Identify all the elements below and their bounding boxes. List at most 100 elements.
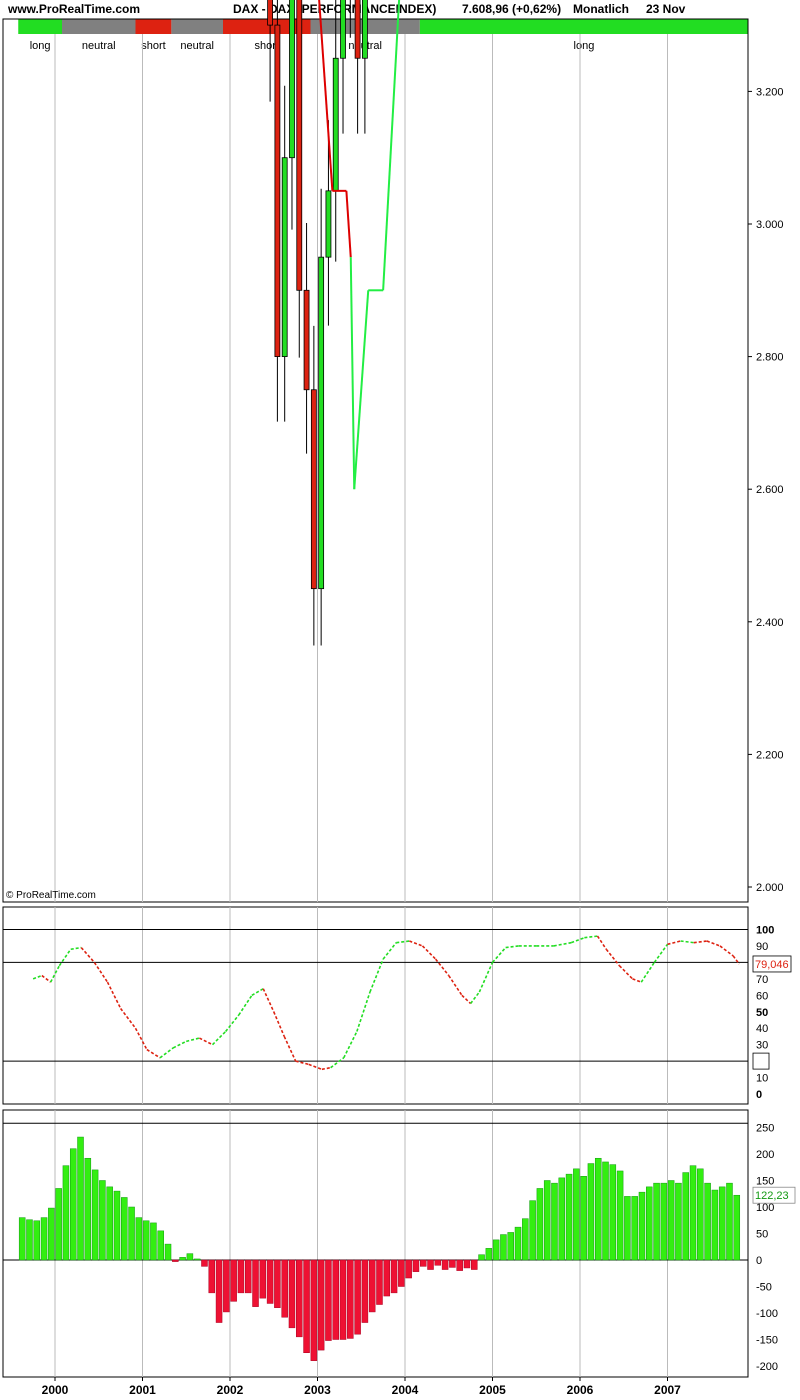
oscillator-line-segment [295,1060,309,1066]
histogram-bar-positive [565,1173,573,1261]
histogram-panel: 250 200 150 100 50 0 -50 -100 -150 -200 122,23 [2,1109,796,1378]
histogram-bar-positive [529,1200,536,1261]
histogram-bar-positive [536,1188,544,1261]
oscillator-line-segment [382,942,397,960]
time-axis: 2000 2001 2002 2003 2004 2005 2006 2007 [42,1377,681,1397]
histogram-bar-negative [215,1259,223,1323]
histogram-tick-label: -200 [756,1361,778,1373]
histogram-bar-positive [711,1189,719,1261]
oscillator-line-segment [732,955,740,965]
histogram-bar-positive [733,1194,741,1261]
histogram-bar-positive [69,1148,77,1261]
histogram-bar-positive [18,1217,26,1261]
histogram-bar-positive [514,1226,522,1261]
year-tick-label: 2002 [217,1383,244,1397]
histogram-frame [2,1109,749,1378]
histogram-bar-positive [580,1176,587,1261]
histogram-bar-negative [441,1259,449,1270]
histogram-bar-positive [573,1168,580,1261]
oscillator-line-segment [553,941,572,947]
candle-up [289,0,295,159]
histogram-bar-negative [427,1259,434,1270]
quote-value: 7.608,96 (+0,62%) [462,2,562,16]
candle-up [281,157,288,357]
copyright-label: © ProRealTime.com [6,890,96,901]
oscillator-tick-label: 0 [756,1089,762,1101]
oscillator-value-badge [752,955,792,973]
histogram-tick-label: 0 [756,1255,762,1267]
oscillator-line-segment [106,981,122,1009]
regime-label-short: short [141,40,165,52]
regime-segment-long [419,19,748,34]
histogram-bar-negative [332,1259,339,1340]
histogram-bar-negative [354,1259,361,1335]
histogram-bar-positive [587,1163,595,1261]
candle-up [325,190,332,258]
stop-line-short-segment [345,190,352,258]
histogram-tick-label: -50 [756,1282,772,1294]
oscillator-line-segment [478,962,494,993]
oscillator-tick-label: 10 [756,1073,768,1085]
oscillator-line-segment [356,991,371,1032]
year-tick-label: 2000 [42,1383,69,1397]
oscillator-line-segment [570,936,585,944]
oscillator-line-segment [409,940,423,947]
oscillator-line-segment [584,935,598,939]
histogram-bar-negative [456,1259,463,1271]
oscillator-line-segment [238,994,253,1016]
histogram-bar-negative [274,1259,281,1308]
histogram-bar-negative [412,1259,420,1272]
oscillator-panel: 100908070605040302010079,046 [2,906,792,1105]
oscillator-tick-label: 60 [756,990,768,1002]
candle-down [267,0,274,26]
histogram-bar-negative [223,1259,230,1313]
regime-label-long: long [574,40,595,52]
histogram-bar-positive [128,1206,135,1261]
price-panel: 8.4008.2008.0007.8007.6007.4007.2007.000… [2,0,784,903]
oscillator-line-segment [680,940,694,944]
oscillator-line-segment [159,1047,174,1059]
oscillator-line-segment [396,940,410,944]
candle-down [303,289,310,391]
oscillator-line-segment [146,1048,161,1059]
oscillator-line-segment [469,991,481,1005]
histogram-bar-negative [201,1259,208,1267]
histogram-bar-positive [106,1186,113,1261]
site-name[interactable]: www.ProRealTime.com [8,2,141,16]
histogram-bar-positive [142,1220,150,1261]
year-tick-label: 2005 [479,1383,506,1397]
stop-line-long-segment [349,257,356,490]
histogram-bar-positive [492,1239,500,1261]
candle-down [354,0,361,59]
histogram-bar-negative [471,1259,478,1270]
histogram-bar-negative [296,1259,303,1338]
oscillator-line-segment [653,943,669,963]
oscillator-line-segment [330,1057,345,1069]
histogram-bar-negative [310,1259,318,1361]
histogram-bar-negative [390,1259,398,1294]
price-tick-label: 2.600 [756,484,784,496]
histogram-bar-positive [667,1180,675,1261]
histogram-bar-positive [653,1182,660,1261]
histogram-value-label: 122,23 [755,1190,789,1202]
price-tick-label: 3.200 [756,86,784,98]
oscillator-line-segment [343,1031,358,1059]
oscillator-tick-label: 90 [756,941,768,953]
year-tick-label: 2006 [567,1383,594,1397]
histogram-bar-negative [463,1259,471,1269]
year-tick-label: 2003 [304,1383,331,1397]
date-label: 23 Nov [646,2,686,16]
oscillator-line-segment [308,1063,323,1071]
histogram-bar-negative [339,1259,347,1340]
histogram-bar-positive [507,1232,514,1261]
stop-line-long-segment [382,0,401,291]
histogram-bar-positive [48,1207,55,1261]
oscillator-line-segment [421,945,437,960]
oscillator-line-segment [693,940,707,944]
histogram-bar-positive [631,1196,638,1261]
histogram-bar-positive [55,1188,62,1261]
regime-segment-long [18,19,62,34]
candle-down [296,0,303,291]
histogram-bar-positive [646,1186,653,1261]
oscillator-line-segment [706,940,721,947]
